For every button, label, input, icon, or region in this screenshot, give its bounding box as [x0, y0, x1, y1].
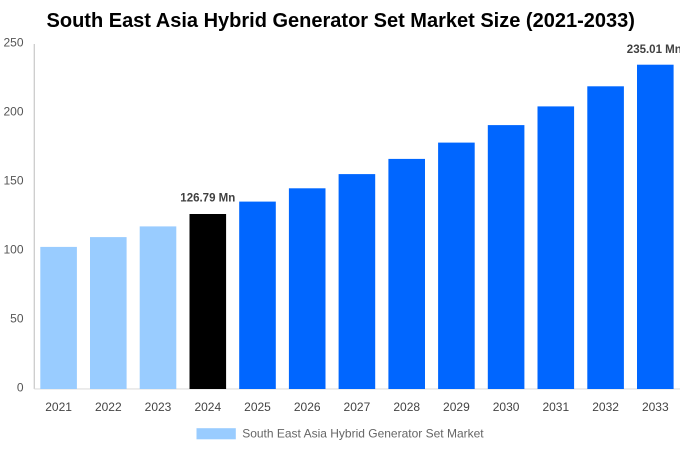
svg-text:235.01 Mn: 235.01 Mn: [627, 44, 680, 56]
svg-text:200: 200: [3, 105, 23, 119]
svg-text:150: 150: [3, 174, 23, 188]
svg-text:2021: 2021: [45, 400, 72, 414]
svg-text:2026: 2026: [294, 400, 321, 414]
svg-text:South East Asia Hybrid Generat: South East Asia Hybrid Generator Set Mar…: [47, 10, 635, 32]
svg-text:2030: 2030: [493, 400, 520, 414]
svg-text:0: 0: [17, 381, 24, 395]
svg-text:2022: 2022: [95, 400, 122, 414]
svg-text:126.79 Mn: 126.79 Mn: [180, 193, 235, 205]
svg-text:2027: 2027: [344, 400, 371, 414]
svg-text:250: 250: [3, 36, 23, 50]
svg-text:2024: 2024: [194, 400, 221, 414]
svg-text:2028: 2028: [393, 400, 420, 414]
svg-text:2025: 2025: [244, 400, 271, 414]
svg-text:2029: 2029: [443, 400, 470, 414]
svg-text:2023: 2023: [145, 400, 172, 414]
svg-text:2033: 2033: [642, 400, 669, 414]
svg-text:100: 100: [3, 243, 23, 257]
svg-text:2031: 2031: [542, 400, 569, 414]
svg-text:2032: 2032: [592, 400, 619, 414]
svg-text:50: 50: [10, 312, 24, 326]
svg-text:South East Asia Hybrid Generat: South East Asia Hybrid Generator Set Mar…: [242, 426, 484, 440]
